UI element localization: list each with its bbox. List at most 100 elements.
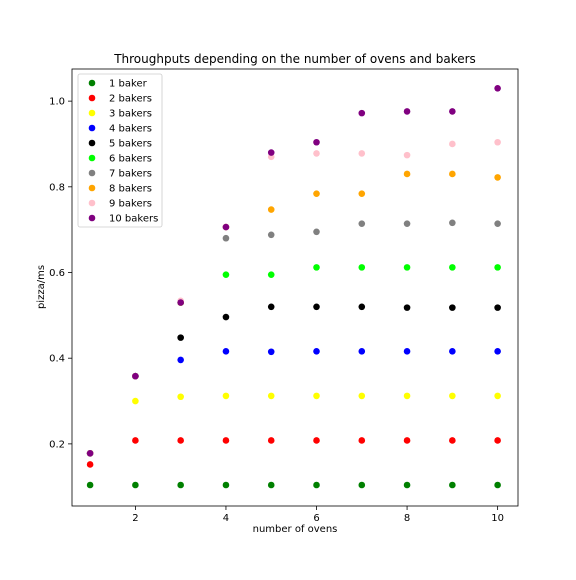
data-point-9-bakers bbox=[358, 150, 366, 157]
data-point-4-bakers bbox=[222, 348, 230, 355]
series-1-baker bbox=[86, 481, 501, 489]
data-point-4-bakers bbox=[313, 348, 320, 355]
legend-label-5-bakers: 5 bakers bbox=[109, 139, 152, 150]
data-point-8-bakers bbox=[313, 190, 320, 197]
legend-label-10-bakers: 10 bakers bbox=[109, 214, 158, 225]
data-point-10-bakers bbox=[494, 84, 501, 92]
data-point-4-bakers bbox=[449, 348, 456, 355]
data-point-10-bakers bbox=[403, 108, 411, 115]
legend-box bbox=[77, 73, 163, 228]
data-point-3-bakers bbox=[177, 393, 184, 401]
data-point-4-bakers bbox=[267, 348, 275, 356]
data-point-5-bakers bbox=[358, 303, 366, 311]
x-axis-label: number of ovens bbox=[253, 524, 338, 535]
legend-marker-9-bakers bbox=[88, 199, 96, 207]
data-point-4-bakers bbox=[494, 348, 501, 355]
data-point-3-bakers bbox=[403, 392, 411, 400]
data-point-2-bakers bbox=[494, 437, 501, 444]
data-point-8-bakers bbox=[449, 170, 456, 178]
series-3-bakers bbox=[86, 392, 501, 457]
data-point-2-bakers bbox=[313, 437, 320, 444]
data-point-3-bakers bbox=[267, 392, 275, 400]
data-point-9-bakers bbox=[494, 138, 501, 146]
data-point-6-bakers bbox=[494, 264, 501, 271]
data-point-5-bakers bbox=[449, 304, 456, 311]
data-point-6-bakers bbox=[313, 264, 320, 271]
x-axis-ticks: 2 4 6 8 10 bbox=[132, 506, 504, 524]
legend-label-6-bakers: 6 bakers bbox=[109, 154, 152, 165]
x-tick-label: 8 bbox=[404, 513, 410, 524]
legend-marker-6-bakers bbox=[88, 154, 96, 162]
data-point-1-baker bbox=[177, 481, 184, 489]
data-point-7-bakers bbox=[267, 231, 275, 239]
data-point-6-bakers bbox=[449, 264, 456, 271]
data-point-7-bakers bbox=[494, 220, 501, 227]
data-point-2-bakers bbox=[222, 437, 230, 444]
legend-marker-4-bakers bbox=[88, 124, 96, 132]
data-point-6-bakers bbox=[403, 264, 411, 271]
plot-area-frame bbox=[71, 68, 519, 507]
legend-marker-8-bakers bbox=[88, 184, 96, 192]
x-tick-label: 4 bbox=[223, 513, 229, 524]
legend-label-9-bakers: 9 bakers bbox=[109, 199, 152, 210]
series-2-bakers bbox=[86, 437, 501, 468]
data-point-5-bakers bbox=[494, 304, 501, 311]
data-point-5-bakers bbox=[177, 334, 184, 341]
legend-marker-2-bakers bbox=[88, 94, 96, 102]
data-point-1-baker bbox=[313, 481, 320, 489]
series-4-bakers bbox=[86, 348, 501, 457]
y-tick-label: 0.2 bbox=[49, 439, 65, 450]
data-point-10-bakers bbox=[132, 372, 139, 380]
data-point-3-bakers bbox=[222, 392, 230, 400]
data-point-1-baker bbox=[132, 481, 139, 489]
y-axis-label: pizza/ms bbox=[36, 265, 47, 309]
data-point-5-bakers bbox=[403, 304, 411, 311]
data-point-1-baker bbox=[403, 481, 411, 489]
series-7-bakers bbox=[86, 219, 501, 457]
x-tick-label: 10 bbox=[491, 513, 504, 524]
data-point-10-bakers bbox=[267, 149, 275, 156]
series-10-bakers bbox=[86, 84, 501, 457]
data-point-7-bakers bbox=[313, 228, 320, 236]
legend-label-8-bakers: 8 bakers bbox=[109, 184, 152, 195]
data-point-1-baker bbox=[267, 481, 275, 489]
y-axis-ticks: 0.2 0.4 0.6 0.8 1.0 bbox=[49, 97, 72, 450]
data-point-10-bakers bbox=[177, 299, 184, 306]
data-point-5-bakers bbox=[222, 313, 230, 321]
data-point-8-bakers bbox=[358, 190, 366, 197]
data-point-10-bakers bbox=[222, 223, 230, 231]
data-point-3-bakers bbox=[449, 392, 456, 400]
data-point-6-bakers bbox=[222, 271, 230, 278]
data-point-2-bakers bbox=[403, 437, 411, 444]
data-point-3-bakers bbox=[358, 392, 366, 400]
legend-items: 1 baker 2 bakers 3 bakers 4 bakers 5 bakers 6… bbox=[88, 79, 158, 225]
legend-marker-10-bakers bbox=[88, 214, 96, 222]
legend-label-4-bakers: 4 bakers bbox=[109, 124, 152, 135]
data-point-4-bakers bbox=[403, 348, 411, 355]
data-point-5-bakers bbox=[267, 303, 275, 311]
data-point-7-bakers bbox=[403, 220, 411, 227]
data-point-8-bakers bbox=[267, 206, 275, 213]
data-point-3-bakers bbox=[132, 397, 139, 405]
data-point-9-bakers bbox=[403, 151, 411, 159]
data-point-10-bakers bbox=[313, 138, 320, 146]
legend-marker-3-bakers bbox=[88, 109, 96, 117]
data-point-5-bakers bbox=[313, 303, 320, 311]
data-point-1-baker bbox=[222, 481, 230, 489]
data-point-6-bakers bbox=[358, 264, 366, 271]
data-points bbox=[86, 84, 501, 489]
data-point-2-bakers bbox=[86, 461, 94, 468]
data-point-9-bakers bbox=[313, 150, 320, 157]
legend-label-1-baker: 1 baker bbox=[109, 79, 148, 90]
legend-label-3-bakers: 3 bakers bbox=[109, 109, 152, 120]
data-point-4-bakers bbox=[358, 348, 366, 355]
series-5-bakers bbox=[86, 303, 501, 457]
data-point-6-bakers bbox=[267, 271, 275, 278]
data-point-2-bakers bbox=[177, 437, 184, 444]
data-point-2-bakers bbox=[132, 437, 139, 444]
y-tick-label: 0.8 bbox=[49, 182, 65, 193]
y-tick-label: 0.6 bbox=[49, 268, 65, 279]
legend: 1 baker 2 bakers 3 bakers 4 bakers 5 bakers 6… bbox=[77, 73, 163, 228]
data-point-2-bakers bbox=[267, 437, 275, 444]
